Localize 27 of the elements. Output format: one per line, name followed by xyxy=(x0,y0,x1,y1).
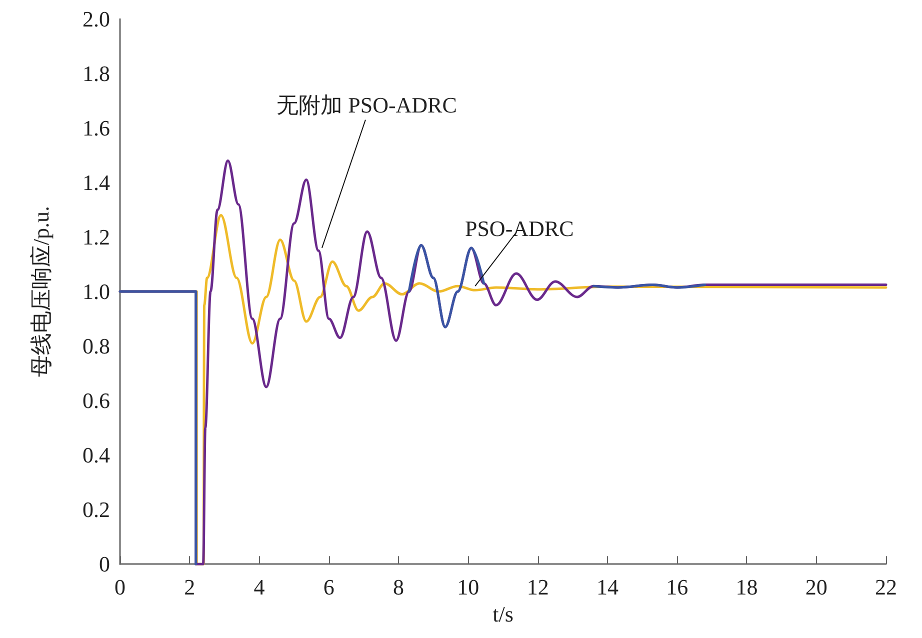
y-tick-label: 1.2 xyxy=(82,224,110,250)
y-tick-label: 2.0 xyxy=(82,6,110,32)
x-tick-label: 12 xyxy=(526,574,549,600)
x-tick-label: 22 xyxy=(875,574,897,600)
annotation: PSO-ADRC xyxy=(464,216,574,241)
x-tick-label: 20 xyxy=(805,574,828,600)
y-tick-label: 1.8 xyxy=(82,61,110,86)
y-tick-label: 1.0 xyxy=(82,279,110,304)
y-tick-label: 0.6 xyxy=(82,388,110,414)
y-tick-label: 1.6 xyxy=(82,116,110,141)
x-tick-label: 0 xyxy=(114,574,126,600)
x-tick-label: 10 xyxy=(457,574,480,600)
annotation: 无附加 PSO-ADRC xyxy=(276,92,457,118)
x-tick-label: 6 xyxy=(323,574,334,600)
x-tick-label: 18 xyxy=(736,574,758,600)
y-axis-title: 母线电压响应/p.u. xyxy=(28,206,54,378)
y-tick-label: 0.4 xyxy=(82,442,110,468)
x-tick-label: 4 xyxy=(254,574,265,600)
y-tick-label: 0 xyxy=(99,552,110,577)
y-tick-label: 1.4 xyxy=(82,170,110,196)
x-tick-label: 16 xyxy=(666,574,688,600)
x-tick-label: 2 xyxy=(184,574,196,600)
x-tick-label: 8 xyxy=(393,574,404,600)
x-tick-label: 14 xyxy=(596,574,618,600)
x-axis-title: t/s xyxy=(492,602,514,626)
y-tick-label: 0.2 xyxy=(82,497,110,522)
y-tick-label: 0.8 xyxy=(82,334,110,359)
